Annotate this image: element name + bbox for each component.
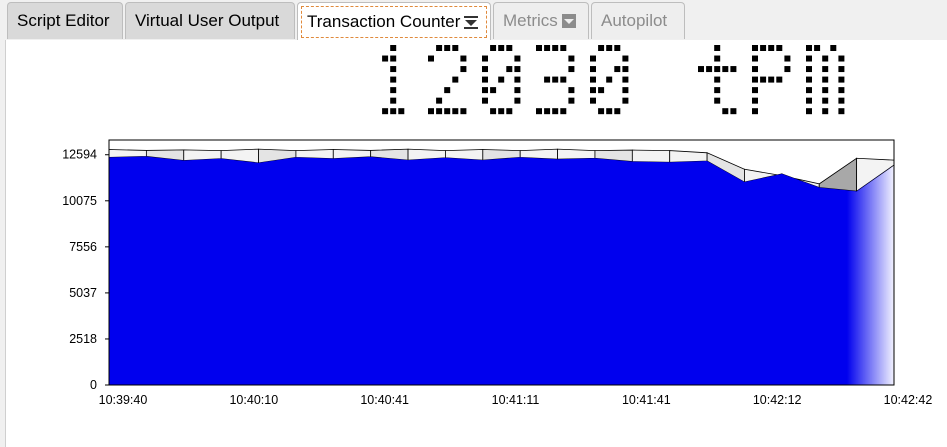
x-tick-label: 10:39:40 [99, 393, 148, 407]
tab-label: Metrics [503, 11, 558, 30]
x-tick-label: 10:41:41 [622, 393, 671, 407]
menu-dropdown-icon[interactable] [464, 15, 479, 29]
led-char [482, 45, 521, 115]
tab-label: Script Editor [17, 11, 110, 30]
tpm-counter-display [382, 45, 845, 115]
band-segment [631, 149, 671, 163]
focus-ring [301, 6, 487, 38]
band-segment [183, 149, 222, 161]
y-tick-label: 12594 [62, 148, 97, 162]
y-tick-label: 5037 [69, 286, 97, 300]
x-tick-label: 10:40:41 [360, 393, 409, 407]
band-segment [108, 149, 147, 158]
menu-dropdown-icon[interactable] [561, 14, 576, 28]
led-char [536, 45, 575, 115]
tab-script-editor[interactable]: Script Editor [7, 2, 123, 39]
x-tick-label: 10:41:11 [492, 393, 540, 407]
band-segment [669, 150, 708, 163]
transactions-area [109, 156, 894, 385]
led-char [590, 45, 629, 115]
x-tick-label: 10:40:10 [229, 393, 278, 407]
y-tick-label: 0 [90, 378, 97, 392]
y-tick-label: 10075 [62, 194, 97, 208]
band-segment [295, 149, 334, 160]
tab-bar: Script Editor Virtual User Output Transa… [0, 0, 947, 41]
y-tick-label: 2518 [69, 332, 97, 346]
tab-label: Virtual User Output [135, 11, 280, 30]
transaction-chart: 0 2518 5037 7556 10075 12594 10:39:40 10:40:10 1… [62, 139, 933, 407]
plot-frame [108, 139, 895, 386]
y-tick-label: 7556 [69, 240, 97, 254]
x-tick-label: 10:42:42 [884, 393, 933, 407]
tab-transaction-counter[interactable]: Transaction Counter [297, 2, 491, 41]
led-char [382, 45, 405, 115]
led-char [428, 45, 467, 115]
x-tick-label: 10:42:12 [753, 393, 802, 407]
tab-metrics[interactable]: Metrics [493, 2, 589, 39]
tab-autopilot[interactable]: Autopilot [591, 2, 685, 39]
led-char [752, 45, 791, 115]
transaction-counter-panel: 12030 0251850377556100751259410:39:4010:… [5, 40, 947, 447]
led-char [806, 45, 845, 115]
led-char [698, 45, 737, 115]
tab-virtual-user-output[interactable]: Virtual User Output [125, 2, 295, 39]
band-segment [557, 148, 596, 160]
tab-label: Autopilot [601, 11, 668, 30]
tab-label: Transaction Counter [307, 12, 461, 31]
